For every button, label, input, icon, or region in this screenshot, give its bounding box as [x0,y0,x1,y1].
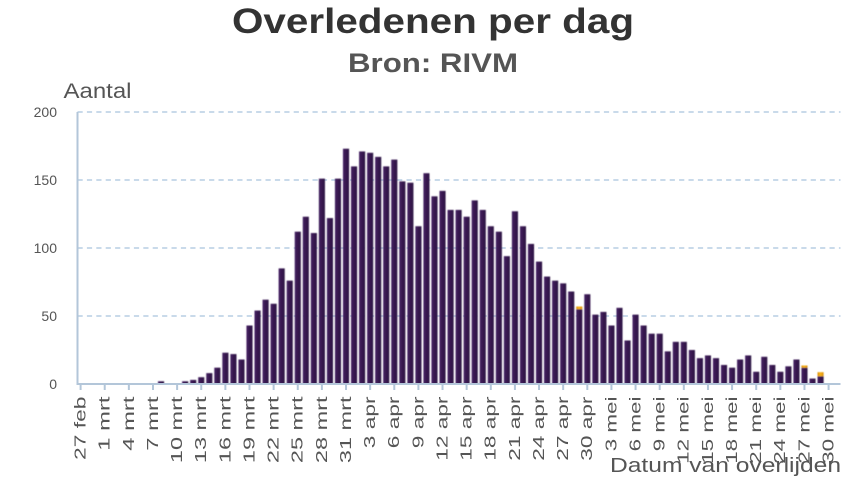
svg-text:16 mrt: 16 mrt [217,396,234,463]
svg-text:3 mei: 3 mei [603,397,620,452]
svg-text:19 mrt: 19 mrt [241,396,258,463]
svg-text:30 apr: 30 apr [579,396,596,461]
svg-text:200: 200 [34,104,58,120]
svg-text:9 apr: 9 apr [410,396,427,449]
svg-text:9 mei: 9 mei [652,397,669,452]
svg-text:Datum van overlijden: Datum van overlijden [610,455,841,477]
svg-text:21 mei: 21 mei [748,397,765,464]
svg-text:22 mrt: 22 mrt [266,396,283,463]
svg-text:28 mrt: 28 mrt [314,396,331,463]
svg-text:12 apr: 12 apr [434,396,451,461]
svg-text:30 mei: 30 mei [821,397,838,464]
svg-text:0: 0 [49,376,57,392]
svg-text:27 mei: 27 mei [796,397,813,464]
svg-text:1 mrt: 1 mrt [97,396,114,451]
svg-text:12 mei: 12 mei [676,397,693,464]
svg-text:Overledenen per dag: Overledenen per dag [232,2,634,41]
svg-text:7 mrt: 7 mrt [145,396,162,451]
svg-text:18 apr: 18 apr [483,396,500,461]
svg-text:18 mei: 18 mei [724,397,741,464]
svg-text:3 apr: 3 apr [362,396,379,449]
svg-text:21 apr: 21 apr [507,396,524,461]
svg-text:50: 50 [41,308,57,324]
svg-text:10 mrt: 10 mrt [169,396,186,463]
svg-text:150: 150 [34,172,58,188]
svg-text:24 apr: 24 apr [531,396,548,461]
svg-text:25 mrt: 25 mrt [290,396,307,463]
svg-text:6 mei: 6 mei [627,397,644,452]
svg-text:15 mei: 15 mei [700,397,717,464]
svg-text:4 mrt: 4 mrt [121,396,138,451]
svg-text:31 mrt: 31 mrt [338,396,355,463]
svg-text:Aantal: Aantal [64,80,132,103]
svg-text:15 apr: 15 apr [459,396,476,461]
svg-text:27 apr: 27 apr [555,396,572,461]
svg-text:100: 100 [34,240,58,256]
svg-text:6 apr: 6 apr [386,396,403,449]
svg-text:24 mei: 24 mei [772,397,789,464]
svg-text:Bron: RIVM: Bron: RIVM [348,48,518,78]
svg-text:27 feb: 27 feb [73,396,90,460]
svg-text:13 mrt: 13 mrt [193,396,210,463]
